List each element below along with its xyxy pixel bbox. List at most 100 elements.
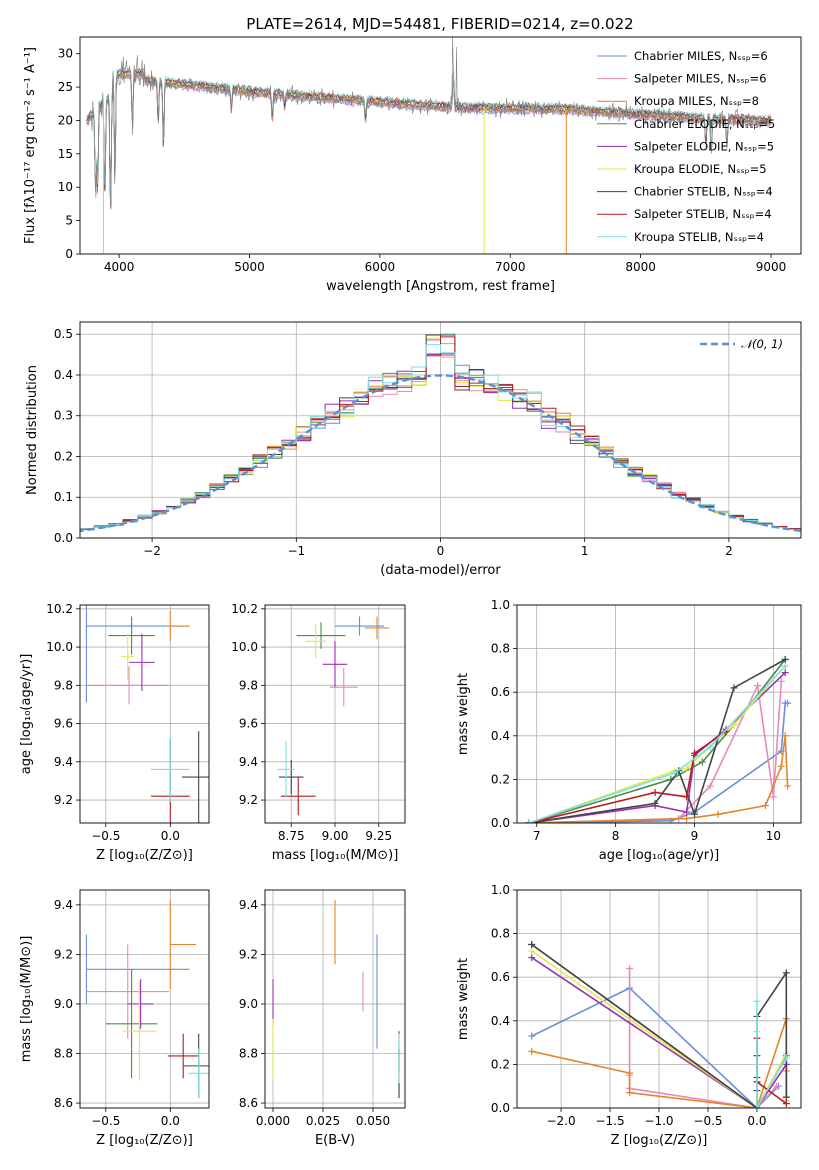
age-vs-Z-point-1 bbox=[87, 666, 171, 705]
mass-vs-ebv-ytick-label-0: 8.6 bbox=[239, 1096, 258, 1110]
mass-vs-ebv-ytick-label-3: 9.2 bbox=[239, 947, 258, 961]
mass-vs-ebv-axes: 0.000 0.025 0.050 8.6 8.8 9.0 9.2 9.4 E(B-V) bbox=[239, 890, 405, 1148]
massweight-vs-age-marker-8-3 bbox=[781, 662, 789, 670]
residuals-xtick-label-4: 2 bbox=[725, 544, 733, 558]
mass-vs-Z-ytick-label-0: 8.6 bbox=[54, 1096, 73, 1110]
mass-vs-Z-point-7 bbox=[167, 1033, 199, 1079]
massweight-vs-Z-marker-6-5 bbox=[782, 969, 790, 977]
age-vs-mass-point-2 bbox=[364, 616, 390, 640]
mass-vs-Z-point-4 bbox=[127, 979, 154, 1029]
mass-vs-ebv-panel: 0.000 0.025 0.050 8.6 8.8 9.0 9.2 9.4 E(B-V) bbox=[239, 889, 406, 1148]
massweight-vs-age-marker-1-3 bbox=[754, 682, 762, 690]
age-vs-mass-point-3 bbox=[296, 622, 346, 649]
mass-vs-Z-frame bbox=[79, 889, 210, 1109]
mass-vs-ebv-ytick-label-2: 9.0 bbox=[239, 997, 258, 1011]
spectrum-panel: 4000 5000 6000 7000 8000 9000 0 5 10 15 20 25 30 wave… bbox=[23, 36, 802, 294]
spectrum-xtick-label-3: 7000 bbox=[495, 260, 526, 274]
massweight-vs-Z-series-0 bbox=[531, 987, 780, 1108]
mass-vs-ebv-xtick-label-2: 0.050 bbox=[356, 1114, 390, 1128]
spectrum-ytick-label-4: 20 bbox=[58, 113, 73, 127]
mass-vs-Z-ylabel: mass [log₁₀(M/M⊙)] bbox=[19, 936, 34, 1063]
age-vs-Z-xtick-label-1: 0.0 bbox=[161, 829, 180, 843]
mass-vs-ebv-ytick-label-4: 9.4 bbox=[239, 898, 258, 912]
massweight-vs-age-marker-7-1 bbox=[651, 788, 659, 796]
spectrum-legend-label-6: Chabrier STELIB, Nₛₛₚ=4 bbox=[634, 185, 773, 199]
age-vs-mass-panel: 8.75 9.00 9.25 9.2 9.4 9.6 9.8 10.0 10.2 mass [lo… bbox=[231, 602, 406, 863]
mass-vs-Z-ytick-label-3: 9.2 bbox=[54, 947, 73, 961]
age-vs-Z-points bbox=[85, 605, 209, 823]
spectrum-xlabel: wavelength [Angstrom, rest frame] bbox=[326, 279, 555, 294]
massweight-vs-Z-marker-7-3 bbox=[782, 1100, 790, 1108]
age-vs-Z-xtick-label-0: −0.5 bbox=[91, 829, 120, 843]
age-vs-Z-point-8 bbox=[150, 736, 190, 802]
massweight-vs-Z-marker-8-1 bbox=[753, 1028, 761, 1036]
age-vs-mass-ytick-label-0: 9.2 bbox=[239, 793, 258, 807]
age-vs-Z-ytick-label-1: 9.4 bbox=[54, 755, 73, 769]
mass-vs-Z-panel: −0.5 0.0 8.6 8.8 9.0 9.2 9.4 Z [log₁₀(Z/Z⊙)] mas… bbox=[19, 889, 210, 1148]
age-vs-mass-ytick-label-1: 9.4 bbox=[239, 755, 258, 769]
age-vs-Z-ytick-label-2: 9.6 bbox=[54, 717, 73, 731]
spectrum-lines bbox=[86, 37, 772, 254]
massweight-vs-age-ylabel: mass weight bbox=[456, 673, 471, 755]
massweight-vs-age-marker-6-5 bbox=[781, 656, 789, 663]
massweight-vs-age-xtick-label-2: 9 bbox=[691, 829, 699, 843]
mass-vs-ebv-points bbox=[272, 899, 400, 1099]
massweight-vs-Z-ytick-label-1: 0.2 bbox=[491, 1057, 510, 1071]
massweight-vs-Z-ylabel: mass weight bbox=[456, 958, 471, 1040]
age-vs-Z-ytick-label-3: 9.8 bbox=[54, 678, 73, 692]
massweight-vs-age-marker-3-2 bbox=[698, 758, 706, 766]
mass-vs-Z-axes: −0.5 0.0 8.6 8.8 9.0 9.2 9.4 Z [log₁₀(Z/Z⊙)] mas… bbox=[19, 890, 209, 1148]
age-vs-mass-ytick-label-2: 9.6 bbox=[239, 717, 258, 731]
mass-vs-Z-point-0 bbox=[85, 934, 190, 1004]
mass-vs-ebv-xtick-label-1: 0.025 bbox=[306, 1114, 340, 1128]
spectrum-legend: Chabrier MILES, Nₛₛₚ=6 Salpeter MILES, Nₛ… bbox=[597, 49, 775, 244]
mass-vs-ebv-frame bbox=[264, 889, 406, 1109]
massweight-vs-Z-marker-2-2 bbox=[626, 1089, 634, 1097]
spectrum-legend-label-8: Kroupa STELIB, Nₛₛₚ=4 bbox=[634, 230, 764, 244]
mass-vs-Z-xtick-label-1: 0.0 bbox=[161, 1114, 180, 1128]
massweight-vs-Z-ytick-label-0: 0.0 bbox=[491, 1101, 510, 1115]
age-vs-Z-ytick-label-5: 10.2 bbox=[46, 602, 73, 616]
spectrum-model-line-7 bbox=[86, 67, 772, 204]
age-vs-mass-ytick-label-5: 10.2 bbox=[231, 602, 258, 616]
massweight-vs-Z-series-8 bbox=[756, 1001, 787, 1108]
spectrum-legend-label-0: Chabrier MILES, Nₛₛₚ=6 bbox=[634, 49, 768, 63]
massweight-vs-age-marker-1-2 bbox=[706, 782, 714, 790]
residuals-steps bbox=[80, 333, 801, 533]
massweight-vs-Z-marker-4-0 bbox=[528, 954, 536, 962]
residuals-frame bbox=[79, 321, 802, 539]
age-vs-Z-ytick-label-0: 9.2 bbox=[54, 793, 73, 807]
massweight-vs-Z-xtick-label-3: −0.5 bbox=[693, 1114, 722, 1128]
massweight-vs-Z-marker-8-0 bbox=[753, 997, 761, 1005]
massweight-vs-age-marker-8-2 bbox=[706, 743, 714, 751]
massweight-vs-Z-ytick-label-3: 0.6 bbox=[491, 970, 510, 984]
massweight-vs-age-marker-2-5 bbox=[781, 732, 789, 740]
age-vs-mass-point-0 bbox=[335, 616, 384, 636]
residuals-axes: −2 −1 0 1 2 0.0 0.1 0.2 0.3 0.4 0.5 (data-model)/er… bbox=[25, 322, 801, 578]
massweight-vs-Z-marker-0-0 bbox=[528, 1032, 536, 1040]
residuals-xtick-label-1: −1 bbox=[287, 544, 305, 558]
spectrum-ytick-label-1: 5 bbox=[65, 214, 73, 228]
age-vs-Z-point-2 bbox=[169, 610, 190, 642]
massweight-vs-age-marker-2-3 bbox=[762, 802, 769, 810]
massweight-vs-age-xlabel: age [log₁₀(age/yr)] bbox=[599, 848, 720, 863]
spectrum-ytick-label-5: 25 bbox=[58, 80, 73, 94]
massweight-vs-age-xtick-label-0: 7 bbox=[533, 829, 541, 843]
age-vs-mass-ytick-label-4: 10.0 bbox=[231, 640, 258, 654]
mass-vs-Z-xtick-label-0: −0.5 bbox=[91, 1114, 120, 1128]
age-vs-mass-axes: 8.75 9.00 9.25 9.2 9.4 9.6 9.8 10.0 10.2 mass [lo… bbox=[231, 602, 405, 863]
mass-vs-ebv-ytick-label-1: 8.8 bbox=[239, 1047, 258, 1061]
massweight-vs-Z-panel: −2.0 −1.5 −1.0 −0.5 0.0 0.0 0.2 0.4 0.6 0.8 1.0 Z [… bbox=[456, 883, 802, 1148]
age-vs-mass-point-4 bbox=[322, 641, 348, 688]
mass-vs-Z-ytick-label-1: 8.8 bbox=[54, 1047, 73, 1061]
massweight-vs-Z-marker-2-0 bbox=[528, 1047, 536, 1055]
massweight-vs-age-xtick-label-1: 8 bbox=[612, 829, 620, 843]
mass-vs-ebv-xlabel: E(B-V) bbox=[315, 1133, 355, 1148]
age-vs-Z-frame bbox=[79, 604, 210, 824]
mass-vs-Z-point-5 bbox=[122, 981, 157, 1081]
residuals-xtick-label-3: 1 bbox=[581, 544, 589, 558]
spectrum-legend-label-3: Chabrier ELODIE, Nₛₛₚ=5 bbox=[634, 117, 775, 131]
residuals-ytick-label-0: 0.0 bbox=[54, 531, 73, 545]
figure-title: PLATE=2614, MJD=54481, FIBERID=0214, z=0… bbox=[246, 15, 633, 33]
massweight-vs-age-frame bbox=[516, 604, 802, 824]
